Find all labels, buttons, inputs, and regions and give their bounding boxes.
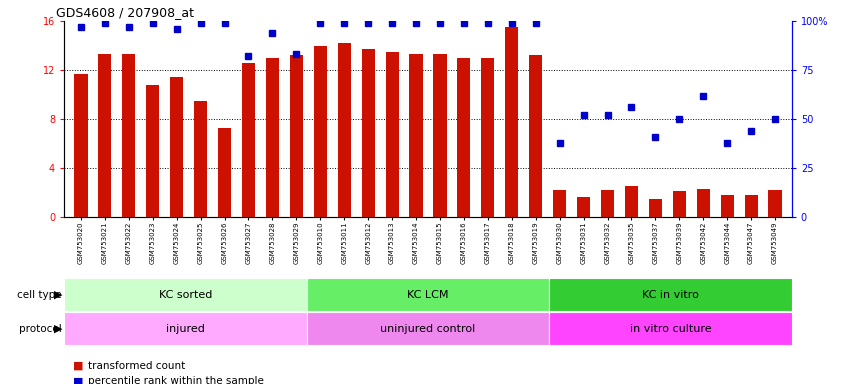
Text: ▶: ▶ — [54, 290, 62, 300]
Bar — [266, 58, 279, 217]
Bar — [457, 58, 471, 217]
Bar — [409, 54, 423, 217]
Bar — [673, 191, 686, 217]
Text: transformed count: transformed count — [88, 361, 186, 371]
Text: cell type: cell type — [17, 290, 62, 300]
Bar — [290, 55, 303, 217]
Bar — [306, 278, 550, 311]
Bar — [337, 43, 351, 217]
Text: uninjured control: uninjured control — [380, 323, 476, 334]
Bar — [122, 54, 135, 217]
Bar — [218, 127, 231, 217]
Bar — [721, 195, 734, 217]
Text: ■: ■ — [73, 376, 83, 384]
Text: injured: injured — [166, 323, 205, 334]
Bar — [313, 46, 327, 217]
Bar — [601, 190, 614, 217]
Text: KC LCM: KC LCM — [407, 290, 449, 300]
Text: KC in vitro: KC in vitro — [642, 290, 699, 300]
Bar — [433, 54, 447, 217]
Bar — [385, 52, 399, 217]
Bar — [361, 49, 375, 217]
Bar — [577, 197, 590, 217]
Bar — [505, 27, 519, 217]
Bar — [98, 54, 111, 217]
Text: protocol: protocol — [19, 323, 62, 334]
Bar — [74, 74, 87, 217]
Bar — [481, 58, 495, 217]
Bar — [242, 63, 255, 217]
Bar — [146, 85, 159, 217]
Bar — [64, 278, 306, 311]
Bar — [697, 189, 710, 217]
Bar — [649, 199, 662, 217]
Text: ■: ■ — [73, 361, 83, 371]
Bar — [550, 312, 792, 345]
Bar — [745, 195, 758, 217]
Bar — [769, 190, 782, 217]
Bar — [553, 190, 566, 217]
Text: GDS4608 / 207908_at: GDS4608 / 207908_at — [56, 6, 193, 19]
Bar — [529, 55, 543, 217]
Bar — [625, 186, 638, 217]
Text: percentile rank within the sample: percentile rank within the sample — [88, 376, 264, 384]
Bar — [550, 278, 792, 311]
Text: in vitro culture: in vitro culture — [630, 323, 711, 334]
Text: ▶: ▶ — [54, 323, 62, 334]
Text: KC sorted: KC sorted — [158, 290, 212, 300]
Bar — [194, 101, 207, 217]
Bar — [64, 312, 306, 345]
Bar — [170, 78, 183, 217]
Bar — [306, 312, 550, 345]
